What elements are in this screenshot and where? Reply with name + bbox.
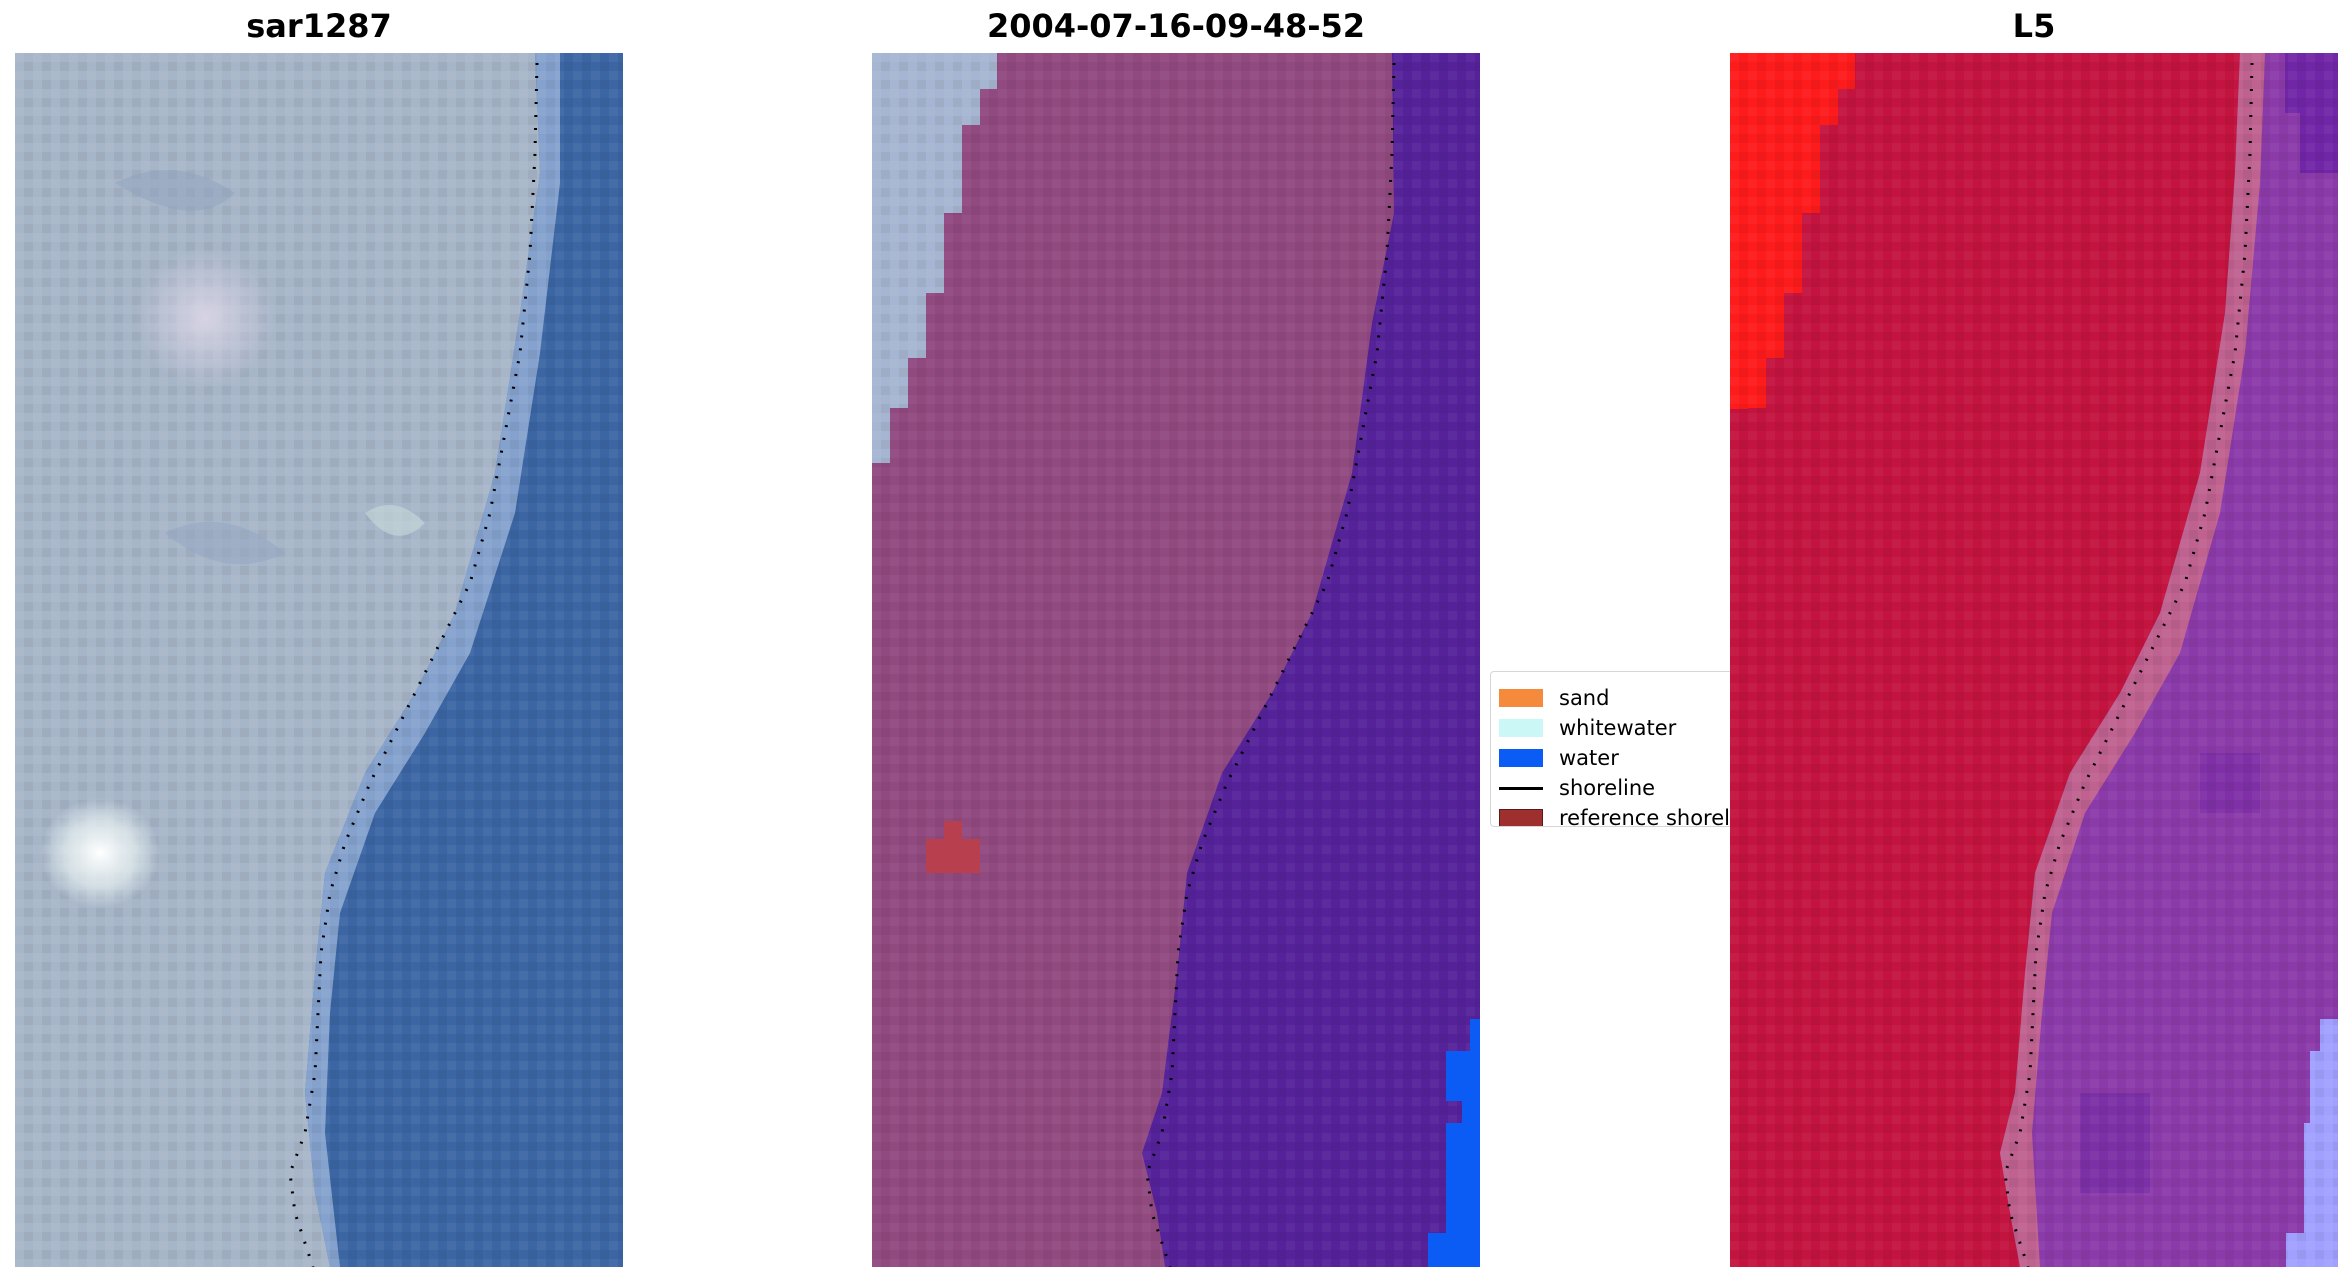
- legend: sand whitewater water shoreline referenc…: [1490, 671, 1730, 827]
- legend-label-whitewater: whitewater: [1559, 716, 1677, 740]
- classified-sand-patch: [926, 821, 980, 873]
- legend-label-water: water: [1559, 746, 1619, 770]
- rgb-bright-patch: [135, 248, 275, 388]
- classified-image-canvas: [872, 53, 1480, 1267]
- legend-label-reference-shoreline: reference shoreline: [1559, 806, 1730, 827]
- panel-index-image: [1730, 53, 2338, 1267]
- rgb-white-patch: [40, 798, 160, 908]
- panel-classified-image: [872, 53, 1480, 1267]
- legend-swatch-reference-shoreline: [1499, 809, 1543, 826]
- legend-item-whitewater: whitewater: [1499, 714, 1676, 742]
- rgb-image-canvas: [15, 53, 623, 1267]
- legend-swatch-water: [1499, 749, 1543, 767]
- classified-pixel-texture: [872, 53, 1480, 1267]
- legend-label-sand: sand: [1559, 686, 1610, 710]
- rgb-pixel-texture: [15, 53, 623, 1267]
- panel-title-index: L5: [2012, 7, 2056, 45]
- index-image-canvas: [1730, 53, 2338, 1267]
- panel-rgb-image: [15, 53, 623, 1267]
- legend-swatch-sand: [1499, 689, 1543, 707]
- legend-item-water: water: [1499, 744, 1619, 772]
- legend-swatch-whitewater: [1499, 719, 1543, 737]
- legend-item-reference-shoreline: reference shoreline: [1499, 804, 1730, 827]
- legend-item-sand: sand: [1499, 684, 1609, 712]
- legend-swatch-shoreline: [1499, 779, 1543, 797]
- legend-item-shoreline: shoreline: [1499, 774, 1655, 802]
- index-pixel-texture: [1730, 53, 2338, 1267]
- panel-title-rgb: sar1287: [246, 7, 392, 45]
- legend-label-shoreline: shoreline: [1559, 776, 1656, 800]
- panel-title-classified: 2004-07-16-09-48-52: [986, 7, 1366, 45]
- classified-water-blue-patch: [1428, 1019, 1480, 1267]
